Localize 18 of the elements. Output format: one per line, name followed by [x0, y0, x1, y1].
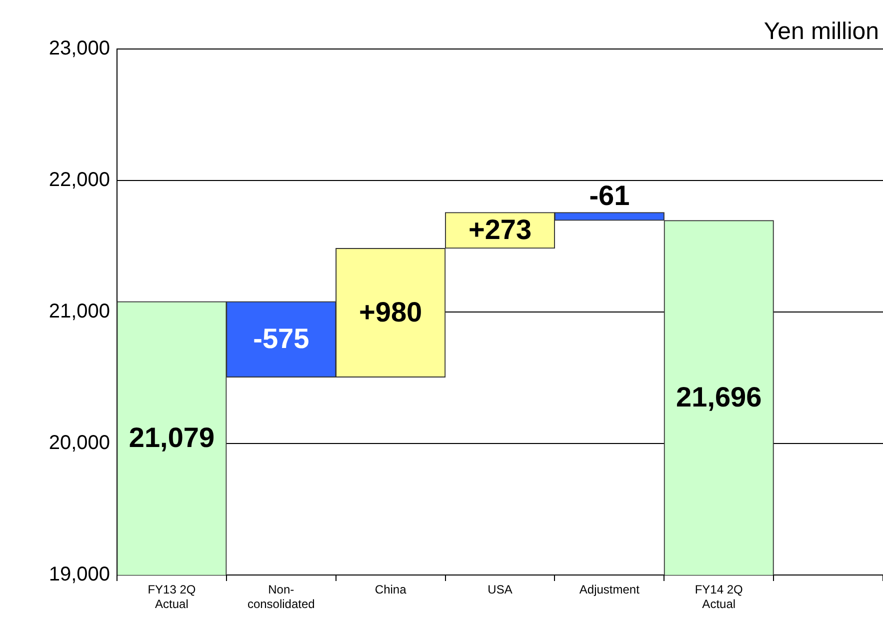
y-axis-title: Yen million	[764, 18, 879, 45]
y-tick-label: 23,000	[48, 38, 110, 60]
y-tick-label: 22,000	[48, 169, 110, 192]
y-tick-label: 21,000	[48, 300, 110, 323]
data-label: +273	[468, 214, 532, 246]
x-tick-label: FY13 2Q Actual	[148, 582, 196, 611]
data-label: -61	[589, 180, 630, 212]
x-tick-label: Adjustment	[579, 582, 640, 597]
x-tick-label: Non-consolidated	[247, 582, 315, 611]
y-tick-label: 20,000	[48, 432, 110, 454]
data-label: 21,696	[676, 381, 762, 412]
data-label: +980	[359, 296, 422, 328]
data-label: -575	[253, 323, 310, 354]
x-tick-label: USA	[488, 582, 512, 597]
x-tick-label: China	[374, 582, 407, 597]
data-label: 21,079	[128, 422, 215, 454]
y-tick-label: 19,000	[48, 564, 110, 586]
x-tick-label: FY14 2Q Actual	[694, 582, 743, 611]
